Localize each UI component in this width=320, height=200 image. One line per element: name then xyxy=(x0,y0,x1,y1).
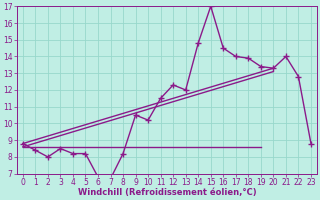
X-axis label: Windchill (Refroidissement éolien,°C): Windchill (Refroidissement éolien,°C) xyxy=(77,188,256,197)
